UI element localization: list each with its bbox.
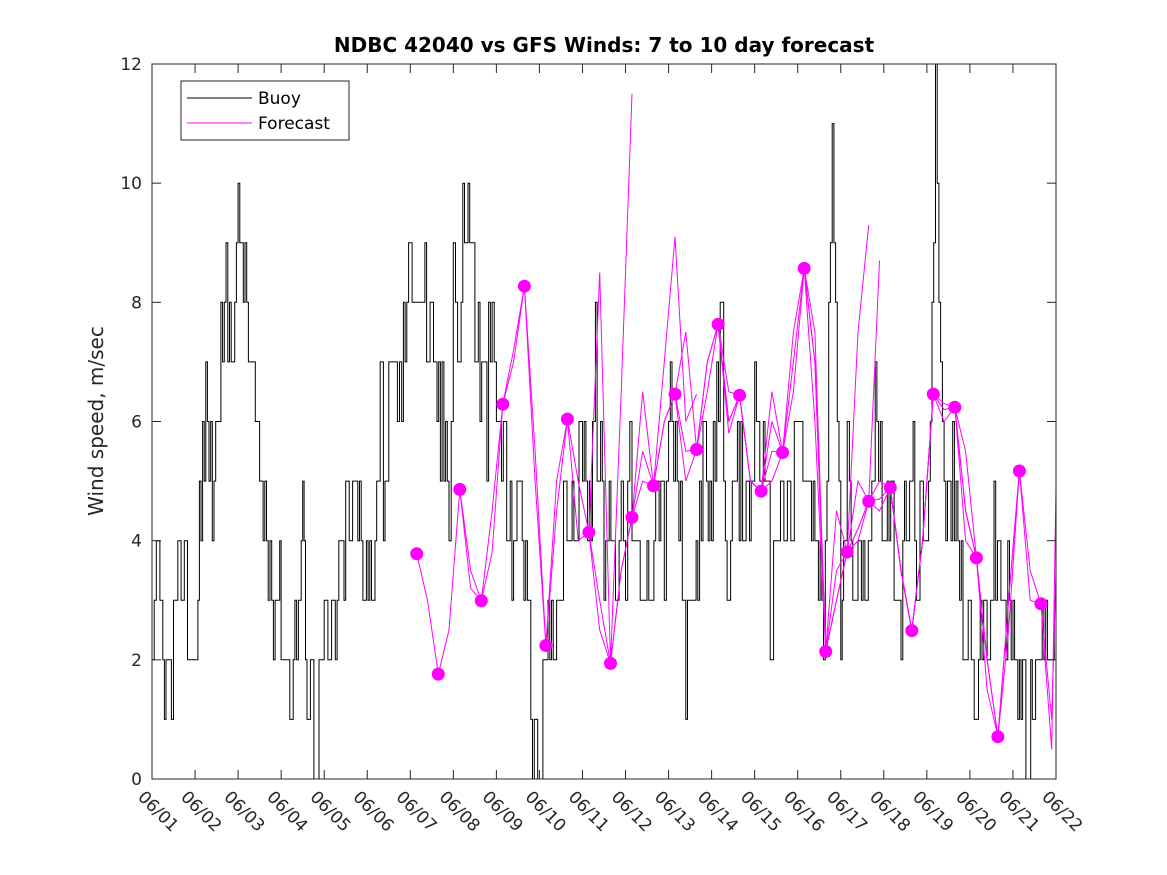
- y-tick-label: 10: [120, 174, 142, 194]
- forecast-marker: [840, 545, 854, 559]
- forecast-marker: [539, 639, 553, 652]
- y-axis-label: Wind speed, m/sec: [84, 326, 108, 516]
- series-layer: [152, 63, 1057, 780]
- forecast-marker: [431, 667, 445, 681]
- forecast-marker: [1034, 597, 1048, 611]
- forecast-marker: [819, 645, 833, 658]
- forecast-marker: [453, 482, 467, 496]
- forecast-marker: [410, 547, 424, 561]
- forecast-marker: [690, 443, 704, 456]
- forecast-marker: [754, 484, 768, 498]
- y-tick-label: 8: [131, 293, 142, 313]
- y-tick-label: 12: [120, 55, 142, 75]
- forecast-marker: [862, 494, 876, 508]
- forecast-marker: [560, 412, 574, 426]
- legend-label-forecast: Forecast: [258, 114, 330, 134]
- legend-box: [180, 80, 350, 141]
- legend: Buoy Forecast: [180, 80, 350, 141]
- buoy-series-line: [152, 63, 1056, 780]
- forecast-marker: [948, 400, 962, 414]
- forecast-marker: [1012, 464, 1026, 478]
- forecast-marker: [776, 446, 790, 459]
- forecast-marker: [604, 656, 617, 670]
- forecast-marker: [733, 388, 747, 402]
- forecast-line-7: [717, 260, 880, 652]
- forecast-marker: [905, 624, 919, 638]
- chart-title: NDBC 42040 vs GFS Winds: 7 to 10 day for…: [334, 33, 875, 57]
- forecast-marker: [711, 317, 725, 331]
- forecast-marker: [647, 479, 660, 493]
- forecast-line-6: [674, 224, 870, 652]
- forecast-marker: [969, 551, 983, 565]
- y-tick-label: 0: [131, 770, 142, 790]
- forecast-marker: [625, 510, 639, 524]
- forecast-marker: [474, 594, 488, 608]
- forecast-marker: [582, 525, 596, 539]
- forecast-marker: [496, 397, 510, 411]
- forecast-marker: [517, 279, 531, 293]
- forecast-marker: [926, 387, 940, 401]
- y-tick-label: 6: [131, 413, 142, 433]
- y-tick-label: 2: [131, 651, 142, 671]
- forecast-marker: [991, 730, 1005, 744]
- legend-label-buoy: Buoy: [258, 89, 301, 109]
- forecast-marker: [883, 481, 897, 495]
- y-tick-label: 4: [131, 532, 142, 552]
- forecast-marker: [797, 261, 811, 275]
- forecast-marker: [668, 387, 682, 401]
